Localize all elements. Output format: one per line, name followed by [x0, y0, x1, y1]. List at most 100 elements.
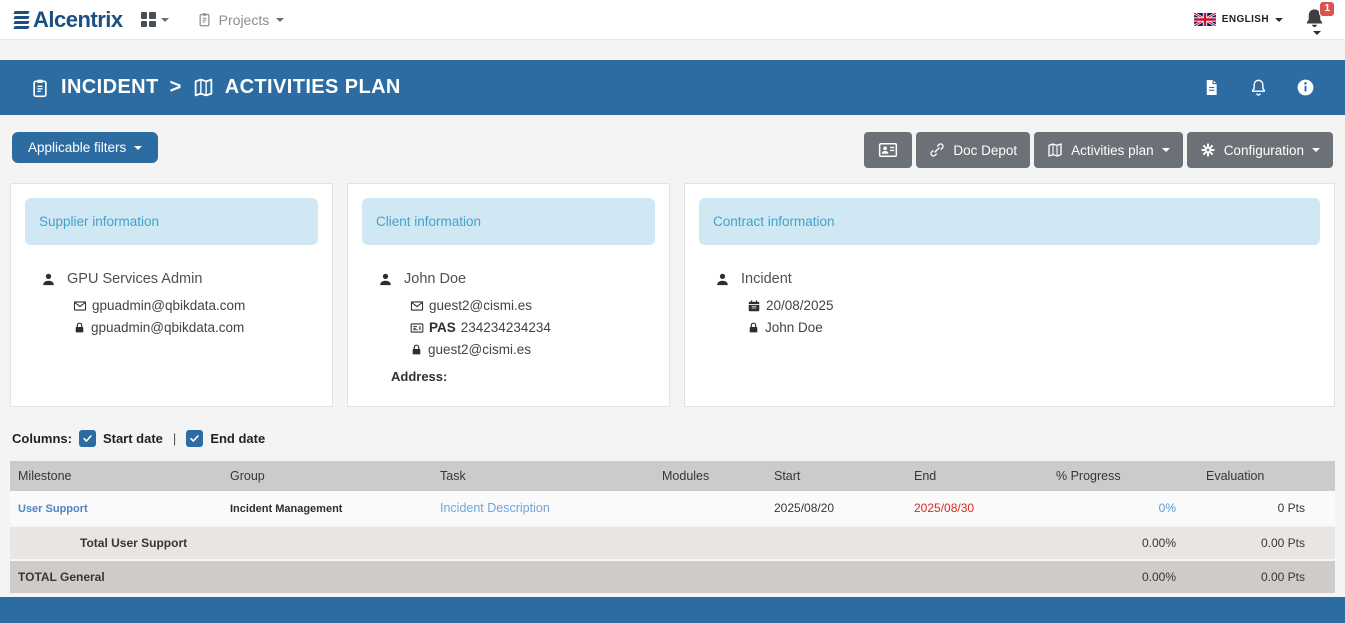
total-milestone-row: Total User Support 0.00% 0.00 Pts [10, 525, 1335, 560]
applicable-filters-button[interactable]: Applicable filters [12, 132, 159, 163]
progress-link[interactable]: 0% [1158, 501, 1176, 515]
col-header-end: End [906, 461, 1048, 491]
chevron-down-icon [1161, 148, 1170, 152]
client-login: guest2@cismi.es [428, 342, 531, 357]
applicable-filters-label: Applicable filters [28, 140, 127, 155]
contract-card-title: Contract information [699, 198, 1320, 245]
client-document-number: 234234234234 [460, 320, 551, 335]
footer-bar [0, 597, 1345, 623]
envelope-icon [410, 299, 424, 313]
breadcrumb-separator: > [169, 76, 182, 98]
page-title: ACTIVITIES PLAN [224, 76, 401, 98]
info-circle-icon [1296, 78, 1315, 97]
contact-card-button[interactable] [864, 132, 913, 168]
language-label: ENGLISH [1221, 14, 1269, 25]
lock-icon [410, 343, 423, 356]
table-header-row: Milestone Group Task Modules Start End %… [10, 461, 1335, 491]
activities-plan-button[interactable]: Activities plan [1034, 132, 1183, 168]
page-title-bar: INCIDENT > ACTIVITIES PLAN [0, 60, 1345, 115]
document-action-button[interactable] [1202, 78, 1221, 97]
contract-card: Contract information Incident 20/08/2025… [684, 183, 1335, 407]
apps-grid-icon [140, 12, 156, 27]
total-progress: 0.00% [1048, 525, 1198, 560]
end-date-cell: 2025/08/30 [914, 501, 975, 515]
client-card-title: Client information [362, 198, 655, 245]
map-icon [1047, 142, 1063, 158]
notifications-button[interactable]: 1 [1303, 0, 1335, 35]
top-navbar: Alcentrix Projects ENGLISH 1 [0, 0, 1345, 40]
col-header-modules: Modules [654, 461, 766, 491]
contract-card-body: Incident 20/08/2025 John Doe [685, 259, 1334, 335]
user-icon [715, 272, 730, 287]
projects-menu-button[interactable]: Projects [197, 12, 285, 28]
toggle-separator: | [172, 431, 177, 446]
table-row: User Support Incident Management Inciden… [10, 491, 1335, 526]
bell-outline-icon [1249, 78, 1268, 97]
col-header-task: Task [432, 461, 654, 491]
alerts-action-button[interactable] [1249, 78, 1268, 97]
client-email: guest2@cismi.es [429, 298, 532, 313]
doc-depot-label: Doc Depot [953, 142, 1018, 158]
configuration-button[interactable]: Configuration [1186, 132, 1333, 168]
clipboard-icon [30, 78, 50, 98]
map-icon [193, 77, 214, 98]
brand-bars-icon [13, 10, 30, 29]
navbar-right: ENGLISH 1 [1194, 0, 1335, 35]
milestone-link[interactable]: User Support [18, 503, 88, 515]
client-card: Client information John Doe guest2@cismi… [347, 183, 670, 407]
check-icon [189, 433, 200, 444]
total-general-progress: 0.00% [1048, 559, 1198, 593]
uk-flag-icon [1194, 13, 1216, 26]
start-date-cell: 2025/08/20 [766, 491, 906, 526]
link-icon [929, 142, 945, 158]
supplier-login: gpuadmin@qbikdata.com [91, 320, 245, 335]
doc-depot-button[interactable]: Doc Depot [916, 132, 1031, 168]
brand-name: Alcentrix [33, 6, 123, 32]
start-date-checkbox-label: Start date [102, 431, 163, 446]
evaluation-cell: 0 Pts [1198, 491, 1335, 526]
user-icon [41, 272, 56, 287]
contract-name: Incident [741, 271, 792, 287]
check-icon [82, 433, 93, 444]
lock-icon [747, 321, 760, 334]
notification-badge: 1 [1319, 0, 1335, 17]
start-date-checkbox[interactable] [78, 430, 96, 447]
info-action-button[interactable] [1296, 78, 1315, 97]
contract-start-date: 20/08/2025 [766, 298, 834, 313]
total-label: Total User Support [10, 525, 1048, 560]
col-header-progress: % Progress [1048, 461, 1198, 491]
toolbar: Applicable filters Doc Depot Activities … [0, 132, 1345, 168]
gear-icon [1200, 142, 1216, 158]
columns-label: Columns: [12, 431, 72, 446]
total-general-label: TOTAL General [10, 559, 1048, 593]
toolbar-right: Doc Depot Activities plan Configuration [864, 132, 1333, 168]
chevron-down-icon [1275, 17, 1283, 22]
user-icon [378, 272, 393, 287]
end-date-checkbox[interactable] [186, 430, 204, 447]
columns-toggle-row: Columns: Start date | End date [12, 430, 1345, 447]
end-date-checkbox-label: End date [210, 431, 266, 446]
total-evaluation: 0.00 Pts [1198, 525, 1335, 560]
clipboard-icon [197, 12, 212, 27]
file-text-icon [1202, 78, 1221, 97]
contract-signed-by: John Doe [765, 320, 823, 335]
chevron-down-icon [134, 145, 143, 150]
title-bar-actions [1202, 78, 1315, 97]
modules-cell [654, 491, 766, 526]
breadcrumb-section: INCIDENT [61, 76, 159, 98]
supplier-name: GPU Services Admin [67, 271, 203, 287]
brand-logo[interactable]: Alcentrix [13, 6, 123, 33]
group-cell: Incident Management [230, 503, 343, 515]
apps-menu-button[interactable] [140, 12, 169, 27]
activities-plan-label: Activities plan [1071, 142, 1154, 158]
breadcrumb: INCIDENT > ACTIVITIES PLAN [30, 76, 401, 99]
client-card-body: John Doe guest2@cismi.es PAS 23423423423… [348, 259, 669, 384]
activities-table: Milestone Group Task Modules Start End %… [10, 461, 1335, 593]
total-general-row: TOTAL General 0.00% 0.00 Pts [10, 559, 1335, 593]
client-address-label: Address: [391, 369, 448, 384]
client-document-type: PAS [429, 320, 456, 335]
total-general-evaluation: 0.00 Pts [1198, 559, 1335, 593]
language-selector[interactable]: ENGLISH [1194, 13, 1283, 26]
task-link[interactable]: Incident Description [440, 501, 550, 515]
lock-icon [73, 321, 86, 334]
